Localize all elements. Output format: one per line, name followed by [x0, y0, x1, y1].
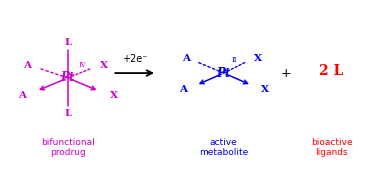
Text: A: A	[179, 85, 187, 94]
Text: II: II	[232, 56, 238, 64]
Text: X: X	[100, 61, 108, 70]
Text: active
metabolite: active metabolite	[199, 138, 248, 157]
Text: L: L	[64, 38, 72, 47]
Text: X: X	[254, 54, 262, 63]
Text: bioactive
ligands: bioactive ligands	[311, 138, 352, 157]
Text: +: +	[280, 67, 291, 80]
Text: A: A	[18, 91, 26, 100]
Text: A: A	[182, 54, 190, 63]
Text: Pt: Pt	[217, 67, 231, 80]
Text: Pt: Pt	[61, 71, 75, 84]
Text: +2e⁻: +2e⁻	[122, 54, 147, 64]
Text: IV: IV	[78, 61, 86, 69]
Text: L: L	[64, 109, 72, 118]
Text: X: X	[261, 85, 269, 94]
Text: A: A	[23, 61, 31, 70]
Text: X: X	[109, 91, 118, 100]
Text: bifunctional
prodrug: bifunctional prodrug	[41, 138, 95, 157]
Text: 2 L: 2 L	[319, 64, 343, 78]
